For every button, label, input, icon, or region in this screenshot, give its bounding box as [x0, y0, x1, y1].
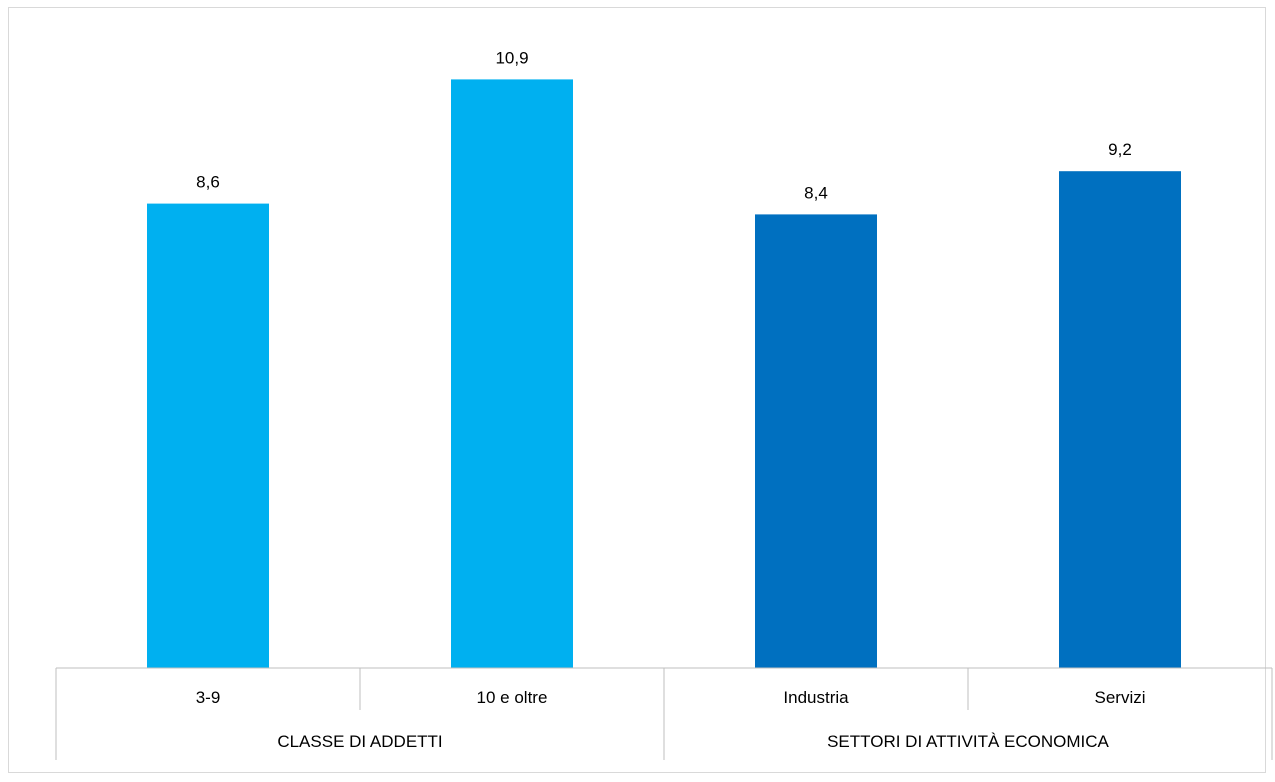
category-tick-label: 10 e oltre [477, 688, 548, 707]
category-axis [55, 667, 1273, 760]
data-label: 8,4 [804, 183, 828, 202]
group-label: SETTORI DI ATTIVITÀ ECONOMICA [827, 732, 1109, 751]
labels-layer: 8,6 3-9 10,9 10 e oltre 8,4 Industria 9,2 Servi… [196, 48, 1146, 751]
bar-servizi [1059, 171, 1181, 668]
category-tick-label: Industria [783, 688, 849, 707]
group-label: CLASSE DI ADDETTI [277, 732, 442, 751]
bars-layer [147, 79, 1181, 668]
data-label: 10,9 [495, 48, 528, 67]
bar-industria [755, 214, 877, 668]
data-label: 9,2 [1108, 140, 1132, 159]
category-tick-label: 3-9 [196, 688, 221, 707]
data-label: 8,6 [196, 173, 220, 192]
category-tick-label: Servizi [1094, 688, 1145, 707]
bar-3-9 [147, 203, 269, 668]
bar-10-e-oltre [451, 79, 573, 668]
